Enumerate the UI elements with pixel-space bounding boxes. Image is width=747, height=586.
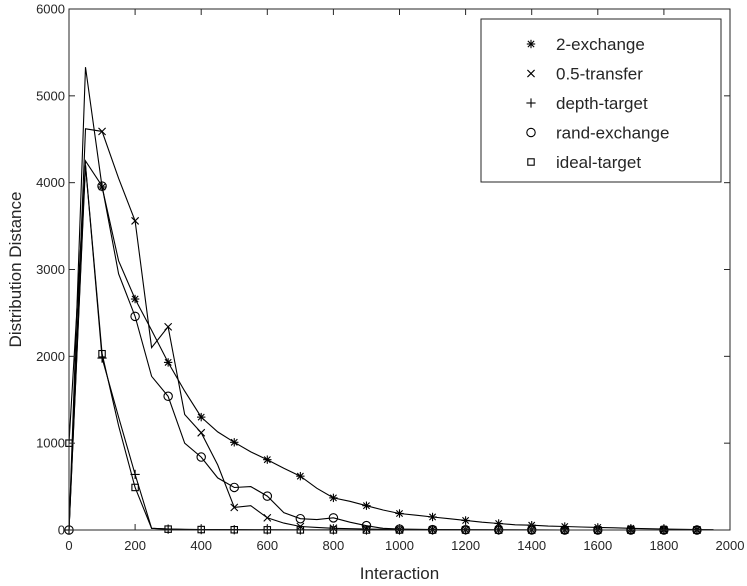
x-tick-label: 2000 (716, 538, 745, 553)
data-point-2-exchange (461, 516, 470, 525)
series-line-2-exchange (68, 67, 714, 531)
legend-item-2-exchange: 2-exchange (526, 35, 645, 54)
data-point-0-5-transfer (263, 513, 272, 522)
data-point-0-5-transfer (230, 503, 239, 512)
legend-label: depth-target (556, 94, 648, 113)
x-tick-label: 1400 (517, 538, 546, 553)
data-point-0-5-transfer (98, 127, 107, 136)
data-point-2-exchange (296, 471, 305, 481)
data-point-2-exchange (230, 438, 239, 447)
legend-marker-2-exchange (526, 39, 536, 49)
data-point-ideal-target (131, 483, 139, 492)
legend-item-ideal-target: ideal-target (527, 153, 641, 172)
legend-label: ideal-target (556, 153, 641, 172)
legend-marker-rand-exchange (526, 127, 536, 138)
legend-marker-0-5-transfer (527, 69, 535, 78)
data-point-rand-exchange (163, 391, 173, 402)
legend-item-0-5-transfer: 0.5-transfer (527, 65, 643, 84)
y-tick-label: 2000 (36, 349, 65, 364)
series-line-ideal-target (68, 165, 697, 531)
data-point-2-exchange (395, 509, 404, 518)
x-tick-label: 600 (256, 538, 278, 553)
x-axis: 0 200 400 600 800 1000 1200 1400 1600 1800 2000 (65, 9, 744, 553)
series-line-rand-exchange (68, 159, 697, 531)
data-point-0-5-transfer (197, 428, 206, 437)
data-point-rand-exchange (130, 311, 140, 322)
legend-item-rand-exchange: rand-exchange (526, 124, 669, 143)
y-tick-label: 1000 (36, 436, 65, 451)
data-point-rand-exchange (97, 181, 107, 191)
legend-label: rand-exchange (556, 124, 669, 143)
data-point-rand-exchange (229, 482, 240, 493)
series-line-depth-target (68, 165, 697, 531)
data-point-2-exchange (362, 501, 371, 510)
data-point-2-exchange (263, 455, 272, 464)
y-axis: 0 1000 2000 3000 4000 5000 6000 (36, 2, 730, 538)
series-line-0-5-transfer (68, 128, 697, 531)
legend-label: 2-exchange (556, 35, 645, 54)
data-point-2-exchange (130, 294, 140, 304)
data-point-rand-exchange (295, 513, 306, 524)
x-tick-label: 1800 (649, 538, 678, 553)
legend-marker-ideal-target (527, 158, 535, 166)
y-tick-label: 3000 (36, 262, 65, 277)
data-point-2-exchange (163, 358, 173, 367)
data-point-0-5-transfer (164, 322, 173, 331)
x-tick-label: 800 (323, 538, 345, 553)
plot-markers (64, 127, 702, 535)
x-axis-label: Interaction (360, 564, 439, 583)
x-tick-label: 1000 (385, 538, 414, 553)
x-tick-label: 1600 (583, 538, 612, 553)
data-point-rand-exchange (262, 491, 273, 501)
data-point-depth-target (97, 353, 107, 363)
x-tick-label: 0 (65, 538, 72, 553)
data-point-2-exchange (329, 493, 338, 503)
data-point-2-exchange (197, 412, 206, 422)
data-point-0-5-transfer (131, 216, 140, 225)
data-point-rand-exchange (328, 513, 339, 523)
x-tick-label: 200 (124, 538, 146, 553)
data-point-ideal-target (164, 525, 172, 533)
x-tick-label: 400 (190, 538, 212, 553)
y-tick-label: 5000 (36, 88, 65, 103)
legend-item-depth-target: depth-target (526, 94, 648, 113)
legend: 2-exchange 0.5-transfer depth-target rand-e… (480, 18, 722, 183)
legend-label: 0.5-transfer (556, 65, 643, 84)
data-point-2-exchange (428, 512, 437, 522)
legend-box (480, 18, 722, 183)
x-tick-label: 1200 (451, 538, 480, 553)
data-point-ideal-target (98, 349, 106, 358)
legend-marker-depth-target (526, 98, 536, 108)
data-point-depth-target (130, 469, 140, 480)
data-point-2-exchange (97, 182, 107, 192)
y-tick-label: 4000 (36, 175, 65, 190)
data-point-rand-exchange (196, 452, 206, 462)
y-tick-label: 0 (58, 523, 65, 538)
y-axis-label: Distribution Distance (6, 192, 25, 348)
y-tick-label: 6000 (36, 2, 65, 17)
